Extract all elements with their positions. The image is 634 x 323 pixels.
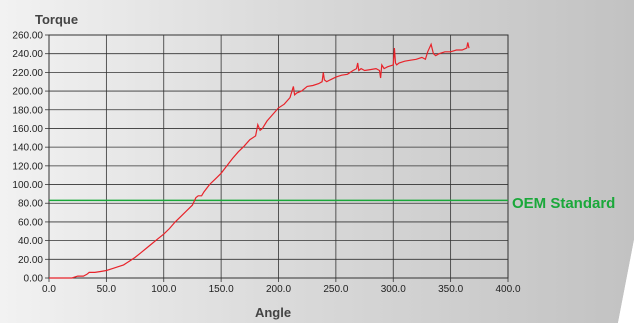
y-tick-label: 20.00 — [18, 255, 43, 266]
x-tick-label: 50.0 — [97, 284, 117, 295]
torque-series-line — [49, 42, 470, 279]
y-tick-label: 40.00 — [18, 236, 43, 247]
x-tick-labels: 0.0 50.0 100.0 150.0 200.0 250.0 300.0 350.0 400… — [42, 284, 521, 295]
y-tick-label: 240.00 — [12, 49, 43, 60]
y-tick-label: 80.00 — [18, 199, 43, 210]
x-tick-label: 100.0 — [151, 284, 176, 295]
grid — [45, 34, 509, 282]
x-tick-label: 350.0 — [438, 284, 463, 295]
y-tick-label: 180.00 — [12, 105, 43, 116]
x-tick-label: 200.0 — [266, 284, 291, 295]
y-tick-label: 100.00 — [12, 180, 43, 191]
oem-standard-label: OEM Standard — [512, 195, 615, 212]
x-tick-label: 400.0 — [495, 284, 520, 295]
y-tick-label: 260.00 — [12, 31, 43, 42]
y-tick-label: 200.00 — [12, 87, 43, 98]
x-axis-title: Angle — [255, 305, 291, 320]
y-tick-label: 140.00 — [12, 143, 43, 154]
x-tick-label: 0.0 — [42, 284, 56, 295]
y-tick-label: 160.00 — [12, 124, 43, 135]
x-tick-label: 250.0 — [323, 284, 348, 295]
y-tick-label: 120.00 — [12, 161, 43, 172]
y-tick-label: 60.00 — [18, 217, 43, 228]
x-tick-label: 300.0 — [381, 284, 406, 295]
y-tick-labels: 0.00 20.00 40.00 60.00 80.00 100.00 120.00 140.… — [12, 31, 43, 285]
x-tick-label: 150.0 — [209, 284, 234, 295]
y-axis-title: Torque — [35, 12, 78, 27]
y-tick-label: 220.00 — [12, 68, 43, 79]
y-tick-label: 0.00 — [24, 274, 44, 285]
